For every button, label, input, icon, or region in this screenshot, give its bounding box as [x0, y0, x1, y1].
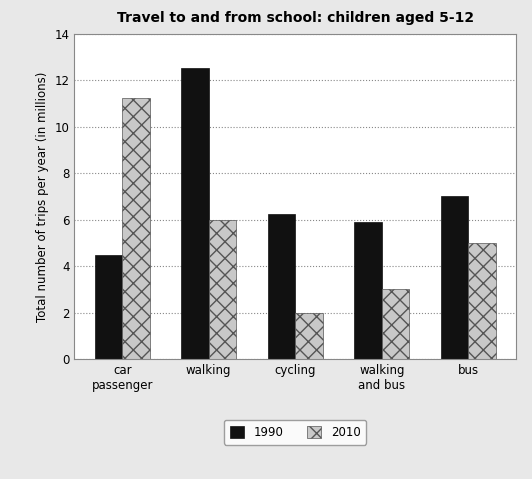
Bar: [181, 68, 209, 359]
Legend: 1990, 2010: 1990, 2010: [224, 420, 367, 445]
Bar: [354, 222, 382, 359]
Y-axis label: Total number of trips per year (in millions): Total number of trips per year (in milli…: [36, 71, 49, 321]
Bar: [95, 254, 122, 359]
Bar: [268, 214, 295, 359]
Bar: [122, 98, 150, 359]
Bar: [382, 289, 410, 359]
Bar: [468, 243, 496, 359]
Title: Travel to and from school: children aged 5-12: Travel to and from school: children aged…: [117, 11, 474, 25]
Bar: [440, 196, 468, 359]
Bar: [209, 220, 236, 359]
Bar: [295, 313, 323, 359]
